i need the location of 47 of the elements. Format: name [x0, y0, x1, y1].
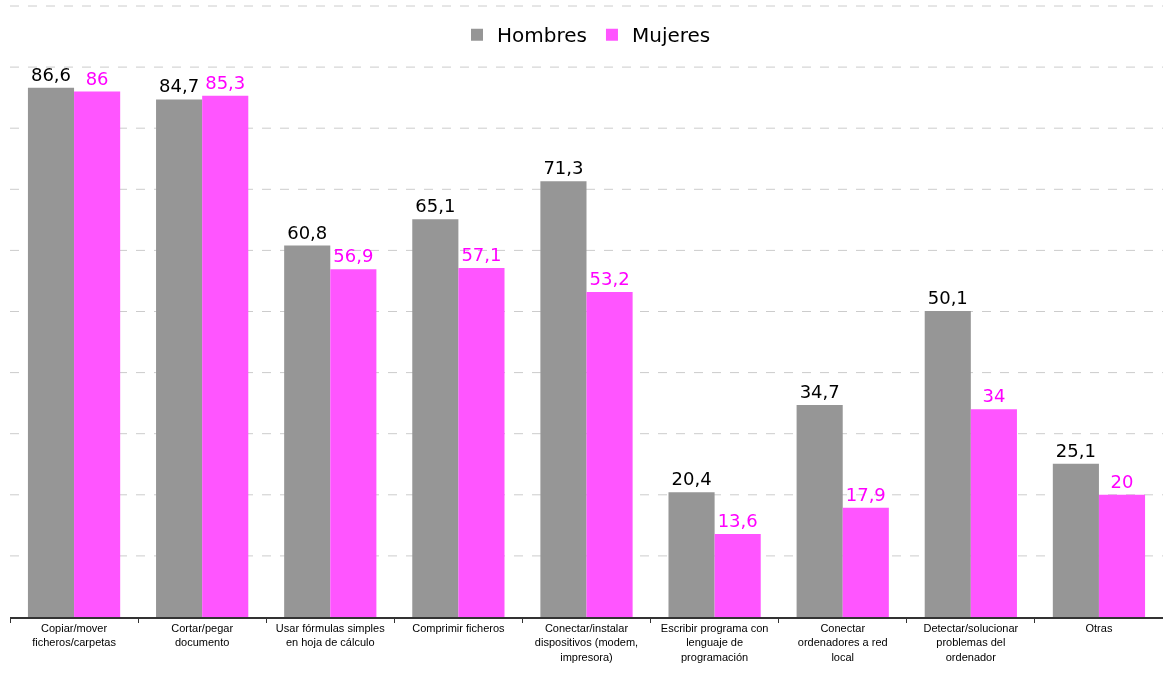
x-tick-label: Comprimir ficheros [412, 621, 506, 634]
bar [27, 87, 75, 617]
data-label: 17,9 [845, 483, 886, 505]
bar [284, 245, 331, 617]
bar [668, 492, 715, 617]
bar [156, 99, 203, 617]
data-label: 60,8 [287, 221, 328, 243]
legend-label: Mujeres [631, 23, 711, 48]
bar [330, 269, 377, 617]
legend-label: Hombres [497, 23, 587, 48]
data-label: 86 [85, 67, 109, 89]
x-tick-label: Usar fórmulas simples en hoja de cálculo [275, 621, 386, 649]
data-label: 57,1 [461, 244, 502, 266]
x-tick-label: Escribir programa con lenguaje de programación [660, 621, 769, 663]
bar [714, 533, 761, 617]
data-label: 13,6 [717, 509, 758, 531]
bar [1052, 463, 1099, 617]
bar [970, 409, 1017, 617]
x-tick-label: Cortar/pegar documento [171, 621, 234, 649]
bar [1098, 494, 1146, 617]
bar [202, 95, 249, 617]
bar [842, 507, 889, 617]
data-label: 34 [982, 385, 1006, 407]
x-tick-label: Conectar/instalar dispositivos (modem, impresora) [534, 621, 639, 663]
x-tick-label: Copiar/mover ficheros/carpetas [32, 621, 117, 649]
data-label: 86,6 [30, 63, 72, 85]
data-label: 20,4 [671, 468, 712, 490]
data-label: 25,1 [1055, 439, 1096, 461]
data-label: 20 [1110, 470, 1134, 492]
data-label: 34,7 [799, 380, 840, 402]
bar [74, 91, 121, 617]
data-label: 56,9 [333, 245, 374, 267]
bar [412, 219, 459, 617]
x-tick-label: Detectar/solucionar problemas del ordenador [923, 621, 1019, 663]
bar [586, 291, 633, 617]
data-label: 84,7 [159, 75, 200, 97]
bar [458, 268, 505, 617]
data-label: 53,2 [589, 267, 630, 289]
x-tick-label: Conectar ordenadores a red local [797, 621, 888, 663]
data-label: 50,1 [927, 286, 968, 308]
bar [796, 404, 843, 617]
data-label: 65,1 [415, 195, 456, 217]
bar [540, 181, 587, 617]
bar [924, 310, 971, 617]
x-tick-label: Otras [1085, 621, 1113, 634]
data-label: 85,3 [205, 71, 246, 93]
data-label: 71,3 [543, 157, 584, 179]
